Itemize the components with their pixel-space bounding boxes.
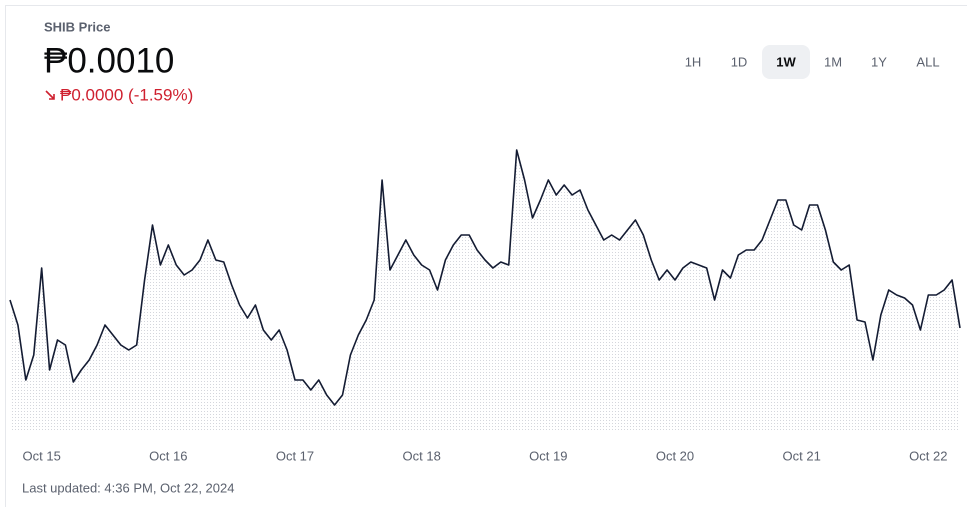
range-button[interactable]: 1D <box>731 54 748 69</box>
card-border <box>5 5 967 507</box>
x-tick-label: Oct 19 <box>529 448 567 463</box>
x-tick-label: Oct 22 <box>909 448 947 463</box>
x-tick-label: Oct 18 <box>403 448 441 463</box>
x-tick-label: Oct 17 <box>276 448 314 463</box>
chart-title: SHIB Price <box>44 19 110 34</box>
range-button[interactable]: 1Y <box>871 54 887 69</box>
range-button[interactable]: 1H <box>685 54 702 69</box>
last-updated: Last updated: 4:36 PM, Oct 22, 2024 <box>22 480 234 495</box>
range-button[interactable]: 1M <box>824 54 842 69</box>
range-selector: 1H 1D 1W 1M 1Y ALL <box>685 45 940 79</box>
price-line <box>9 149 961 406</box>
x-tick-label: Oct 16 <box>149 448 187 463</box>
x-tick-label: Oct 15 <box>23 448 61 463</box>
x-tick-label: Oct 21 <box>783 448 821 463</box>
range-button[interactable]: ALL <box>916 54 939 69</box>
plot: Oct 15 Oct 16 Oct 17 Oct 18 Oct 19 Oct 20 Oct … <box>9 149 961 463</box>
range-button[interactable]: 1W <box>776 54 796 69</box>
change-arrow <box>45 90 55 100</box>
range-button-active[interactable] <box>762 45 810 79</box>
price-area <box>10 150 960 432</box>
x-tick-label: Oct 20 <box>656 448 694 463</box>
price: ₱0.0010 <box>44 41 174 80</box>
price-change: ₱0.0000 (-1.59%) <box>60 85 193 104</box>
